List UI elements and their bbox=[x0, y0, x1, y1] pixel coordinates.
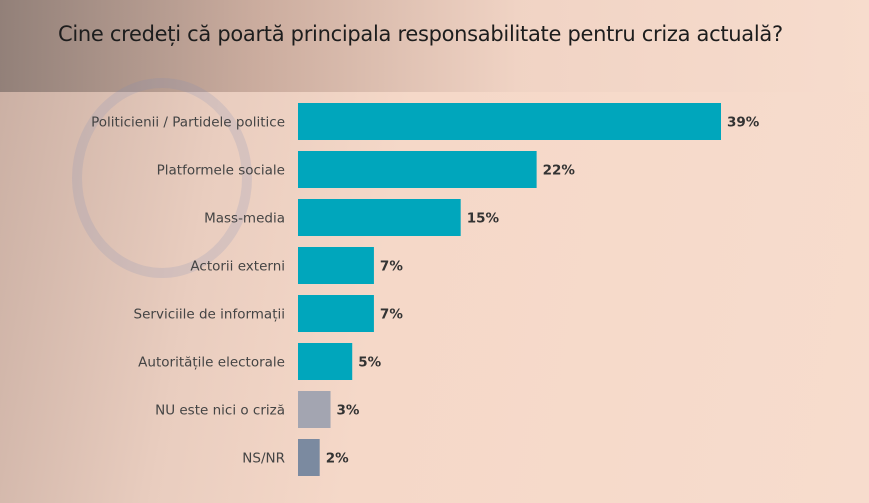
category-label: Politicienii / Partidele politice bbox=[91, 115, 285, 131]
background-photo bbox=[0, 0, 869, 92]
value-label: 22% bbox=[543, 163, 576, 179]
bar bbox=[298, 247, 374, 284]
value-label: 39% bbox=[727, 115, 760, 131]
chart-title: Cine credeți că poartă principala respon… bbox=[58, 22, 783, 46]
value-label: 7% bbox=[380, 307, 403, 323]
value-label: 15% bbox=[467, 211, 500, 227]
category-label: Platformele sociale bbox=[157, 163, 285, 179]
bar bbox=[298, 439, 320, 476]
category-label: Serviciile de informații bbox=[134, 307, 285, 323]
category-label: Autoritățile electorale bbox=[138, 355, 285, 371]
bar bbox=[298, 343, 353, 380]
category-label: NU este nici o criză bbox=[155, 403, 285, 419]
bar bbox=[298, 391, 331, 428]
value-label: 2% bbox=[326, 451, 349, 467]
category-label: Mass-media bbox=[204, 211, 285, 227]
value-label: 3% bbox=[337, 403, 360, 419]
bar bbox=[298, 199, 461, 236]
bar bbox=[298, 151, 537, 188]
category-label: NS/NR bbox=[242, 451, 285, 467]
category-label: Actorii externi bbox=[190, 259, 285, 275]
watermark-seal bbox=[72, 78, 252, 278]
bar bbox=[298, 295, 374, 332]
value-label: 7% bbox=[380, 259, 403, 275]
value-label: 5% bbox=[358, 355, 381, 371]
bar bbox=[298, 103, 721, 140]
